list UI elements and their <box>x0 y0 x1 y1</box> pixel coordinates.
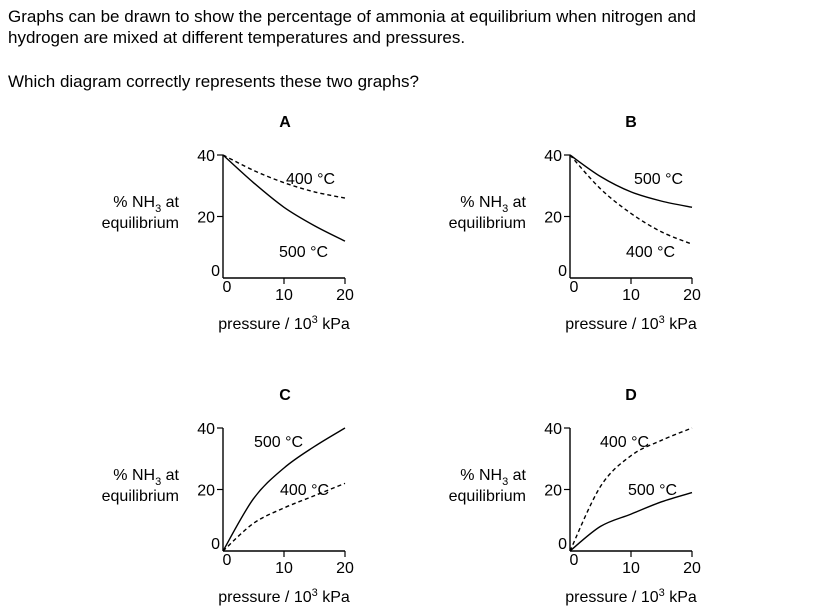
series-line-dashed <box>222 154 346 199</box>
question-line-2: hydrogen are mixed at different temperat… <box>8 28 466 47</box>
x-tick-label: 10 <box>622 287 640 304</box>
series-line-solid <box>569 491 693 552</box>
series-line-solid <box>222 154 346 242</box>
y-tick-label: 40 <box>544 148 562 165</box>
y-tick-label: 0 <box>211 536 220 553</box>
x-tick-label: 10 <box>275 560 293 577</box>
y-axis-label: % NH3 at <box>460 194 526 215</box>
series-label: 400 °C <box>600 434 649 451</box>
y-axis-label-line2: equilibrium <box>449 488 526 505</box>
x-axis-label: pressure / 103 kPa <box>218 314 350 333</box>
option-letter-b: B <box>625 114 637 131</box>
x-tick-label: 20 <box>683 560 701 577</box>
y-tick-label: 0 <box>558 263 567 280</box>
option-letter-d: D <box>625 387 637 404</box>
x-tick-label: 0 <box>223 552 232 569</box>
series-label: 500 °C <box>279 244 328 261</box>
series-label: 400 °C <box>280 482 329 499</box>
y-tick-label: 0 <box>558 536 567 553</box>
series-label: 500 °C <box>628 482 677 499</box>
series-line-dashed <box>222 482 346 552</box>
y-tick-label: 40 <box>197 421 215 438</box>
x-tick-label: 20 <box>683 287 701 304</box>
y-axis-label: % NH3 at <box>113 194 179 215</box>
y-axis-label-line2: equilibrium <box>102 488 179 505</box>
series-label: 400 °C <box>626 244 675 261</box>
y-tick-label: 40 <box>544 421 562 438</box>
series-label: 400 °C <box>286 171 335 188</box>
series-line-solid <box>569 154 693 208</box>
y-tick-label: 20 <box>544 210 562 227</box>
y-axis-label-line2: equilibrium <box>102 215 179 232</box>
y-tick-label: 20 <box>197 483 215 500</box>
y-axis-label: % NH3 at <box>113 467 179 488</box>
y-tick-label: 40 <box>197 148 215 165</box>
x-tick-label: 20 <box>336 287 354 304</box>
series-label: 500 °C <box>634 171 683 188</box>
option-letter-a: A <box>279 114 291 131</box>
x-axis-label: pressure / 103 kPa <box>565 587 697 606</box>
x-axis-label: pressure / 103 kPa <box>565 314 697 333</box>
x-tick-label: 10 <box>622 560 640 577</box>
x-tick-label: 0 <box>570 279 579 296</box>
series-line-dashed <box>569 427 693 552</box>
x-tick-label: 0 <box>223 279 232 296</box>
question-line-1: Graphs can be drawn to show the percenta… <box>8 7 696 26</box>
y-tick-label: 20 <box>197 210 215 227</box>
x-tick-label: 10 <box>275 287 293 304</box>
question-text: Graphs can be drawn to show the percenta… <box>8 6 828 48</box>
x-axis-label: pressure / 103 kPa <box>218 587 350 606</box>
y-tick-label: 20 <box>544 483 562 500</box>
option-letter-c: C <box>279 387 291 404</box>
series-line-solid <box>222 427 346 552</box>
series-line-dashed <box>569 154 693 245</box>
x-tick-label: 20 <box>336 560 354 577</box>
x-tick-label: 0 <box>570 552 579 569</box>
question-prompt: Which diagram correctly represents these… <box>8 72 420 91</box>
series-label: 500 °C <box>254 434 303 451</box>
y-axis-label: % NH3 at <box>460 467 526 488</box>
y-axis-label-line2: equilibrium <box>449 215 526 232</box>
y-tick-label: 0 <box>211 263 220 280</box>
